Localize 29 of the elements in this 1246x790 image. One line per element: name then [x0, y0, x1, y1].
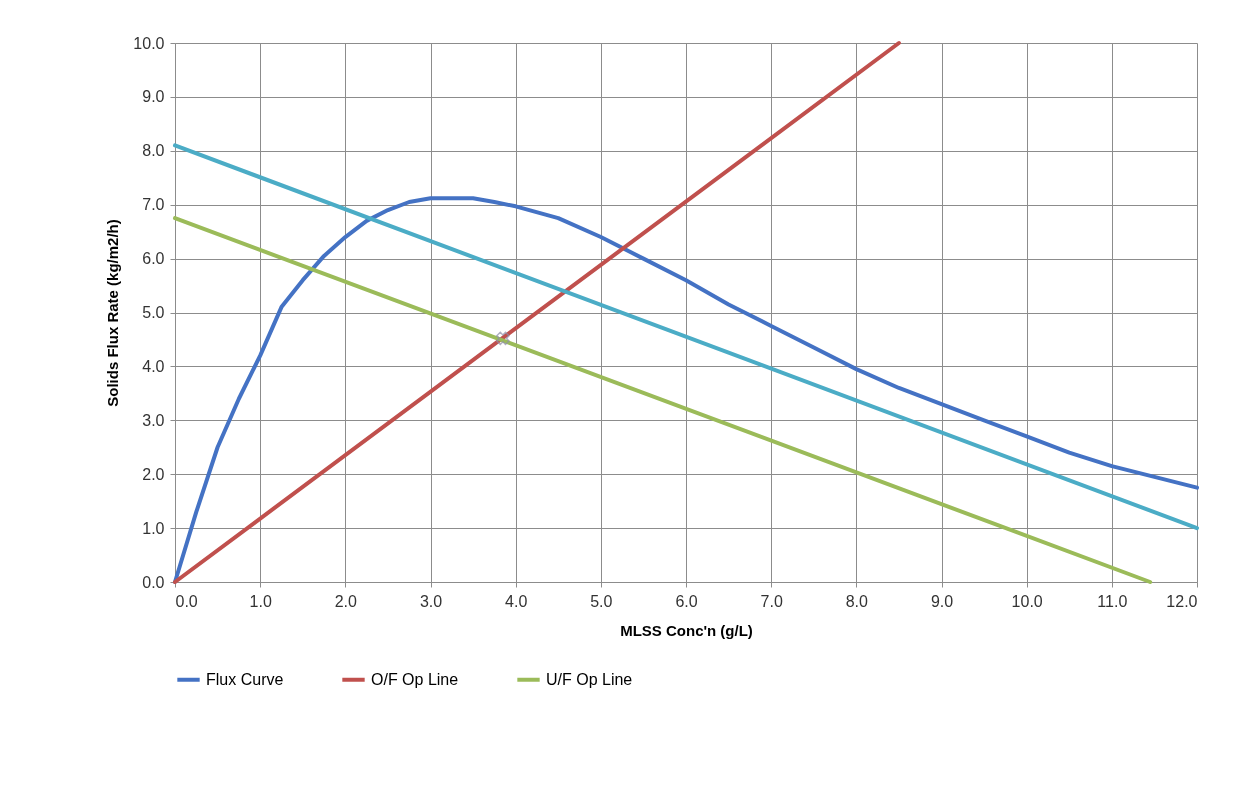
y-tick-label: 3.0 [142, 411, 165, 429]
y-tick-label: 0.0 [142, 573, 165, 591]
y-axis-title: Solids Flux Rate (kg/m2/h) [104, 219, 122, 407]
x-tick-label: 2.0 [334, 592, 358, 610]
y-tick-label: 9.0 [142, 88, 165, 106]
x-axis-title: MLSS Conc'n (g/L) [620, 621, 753, 639]
legend-label: U/F Op Line [546, 670, 633, 688]
x-tick-label: 4.0 [505, 592, 528, 610]
x-tick-label: 12.0 [1166, 592, 1198, 610]
x-tick-label: 5.0 [590, 592, 613, 610]
x-tick-label: 3.0 [419, 592, 443, 610]
x-tick-label: 1.0 [249, 592, 272, 610]
y-tick-label: 5.0 [142, 304, 165, 321]
x-tick-label: 9.0 [930, 592, 954, 610]
y-tick-label: 1.0 [142, 519, 165, 537]
y-tick-label: 7.0 [142, 196, 165, 214]
legend-label: O/F Op Line [371, 670, 459, 688]
x-tick-label: 0.0 [175, 592, 198, 610]
x-tick-label: 8.0 [845, 592, 869, 610]
y-tick-label: 2.0 [142, 465, 165, 483]
x-tick-label: 10.0 [1011, 592, 1043, 610]
y-tick-label: 6.0 [142, 250, 165, 268]
y-tick-label: 10.0 [133, 34, 165, 52]
y-tick-label: 8.0 [142, 142, 165, 160]
x-tick-label: 6.0 [675, 592, 698, 610]
y-tick-label: 4.0 [142, 357, 165, 375]
x-tick-label: 7.0 [760, 592, 783, 610]
x-tick-label: 11.0 [1097, 592, 1128, 610]
legend-label: Flux Curve [206, 670, 284, 688]
